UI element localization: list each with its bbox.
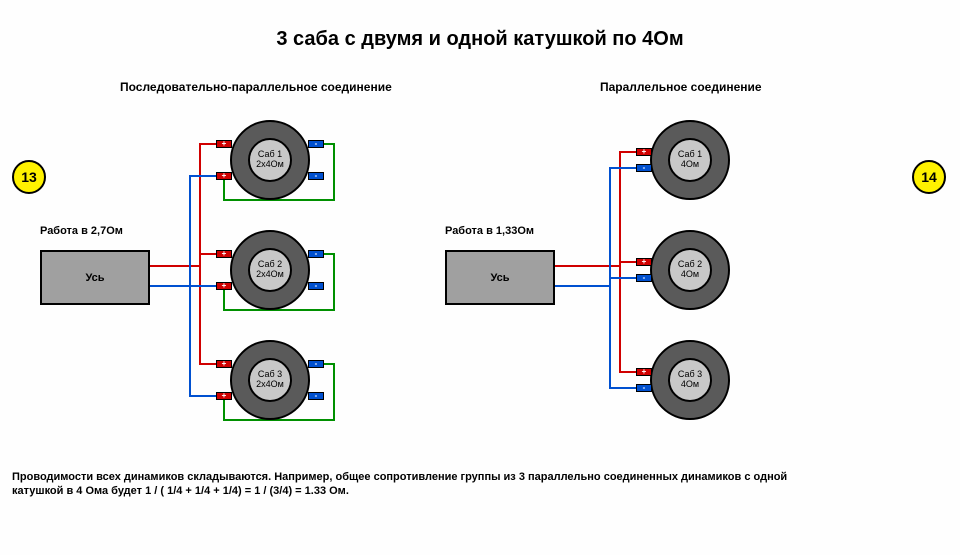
speaker-dustcap: Саб 24Ом	[668, 248, 712, 292]
speaker-spec: 4Ом	[681, 270, 699, 280]
left-subtitle: Последовательно-параллельное соединение	[120, 80, 392, 94]
terminal-plus: +	[216, 140, 232, 148]
terminal-plus: +	[216, 392, 232, 400]
terminal-minus: -	[308, 360, 324, 368]
footnote: Проводимости всех динамиков складываются…	[12, 470, 787, 499]
speaker-cone: Саб 14Ом	[650, 120, 730, 200]
speaker: Саб 14Ом+-	[650, 120, 730, 200]
speaker-spec: 4Ом	[681, 380, 699, 390]
terminal-minus: -	[308, 140, 324, 148]
speaker-cone: Саб 22х4Ом	[230, 230, 310, 310]
terminal-plus: +	[216, 172, 232, 180]
speaker: Саб 12х4Ом++--	[230, 120, 310, 200]
terminal-minus: -	[308, 282, 324, 290]
speaker: Саб 32х4Ом++--	[230, 340, 310, 420]
speaker-dustcap: Саб 12х4Ом	[248, 138, 292, 182]
left-work-label: Работа в 2,7Ом	[40, 225, 123, 237]
speaker-dustcap: Саб 14Ом	[668, 138, 712, 182]
terminal-plus: +	[636, 258, 652, 266]
footnote-line2: катушкой в 4 Ома будет 1 / ( 1/4 + 1/4 +…	[12, 484, 787, 498]
terminal-minus: -	[308, 172, 324, 180]
speaker-dustcap: Саб 34Ом	[668, 358, 712, 402]
speaker-cone: Саб 24Ом	[650, 230, 730, 310]
terminal-minus: -	[308, 250, 324, 258]
speaker-spec: 2х4Ом	[256, 380, 284, 390]
terminal-plus: +	[216, 282, 232, 290]
footnote-line1: Проводимости всех динамиков складываются…	[12, 470, 787, 484]
terminal-plus: +	[636, 368, 652, 376]
speaker-spec: 4Ом	[681, 160, 699, 170]
speaker: Саб 34Ом+-	[650, 340, 730, 420]
right-work-label: Работа в 1,33Ом	[445, 225, 534, 237]
speaker: Саб 22х4Ом++--	[230, 230, 310, 310]
speaker-dustcap: Саб 22х4Ом	[248, 248, 292, 292]
speaker-spec: 2х4Ом	[256, 160, 284, 170]
terminal-minus: -	[636, 274, 652, 282]
left-amp: Усь	[40, 250, 150, 305]
speaker-cone: Саб 32х4Ом	[230, 340, 310, 420]
badge-13: 13	[12, 160, 46, 194]
terminal-plus: +	[636, 148, 652, 156]
terminal-minus: -	[636, 164, 652, 172]
right-subtitle: Параллельное соединение	[600, 80, 762, 94]
terminal-plus: +	[216, 250, 232, 258]
terminal-minus: -	[308, 392, 324, 400]
speaker-dustcap: Саб 32х4Ом	[248, 358, 292, 402]
terminal-plus: +	[216, 360, 232, 368]
main-title: 3 саба с двумя и одной катушкой по 4Ом	[0, 28, 960, 51]
terminal-minus: -	[636, 384, 652, 392]
speaker: Саб 24Ом+-	[650, 230, 730, 310]
speaker-cone: Саб 34Ом	[650, 340, 730, 420]
badge-14: 14	[912, 160, 946, 194]
speaker-spec: 2х4Ом	[256, 270, 284, 280]
right-amp: Усь	[445, 250, 555, 305]
speaker-cone: Саб 12х4Ом	[230, 120, 310, 200]
